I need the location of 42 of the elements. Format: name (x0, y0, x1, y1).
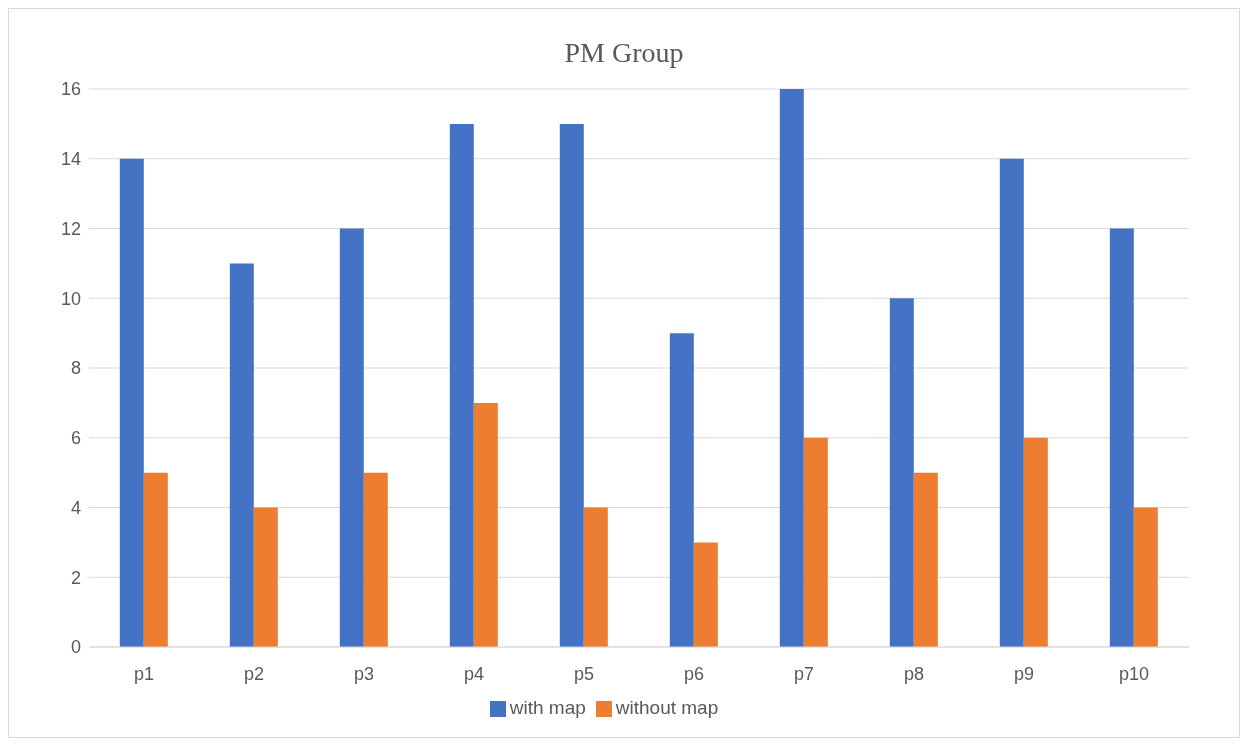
bar (693, 542, 718, 647)
bar (363, 472, 388, 647)
x-tick-label: p4 (463, 663, 485, 684)
y-tick-label: 12 (60, 218, 81, 239)
bar (999, 158, 1024, 647)
y-tick-label: 8 (70, 358, 81, 379)
bar (559, 123, 584, 647)
x-tick-label: p2 (243, 663, 265, 684)
bar (669, 333, 694, 647)
y-tick-label: 6 (70, 428, 81, 449)
bar (229, 263, 254, 647)
bar (449, 123, 474, 647)
legend-label: with map (509, 697, 586, 718)
x-tick-label: p1 (133, 663, 155, 684)
y-tick-label: 0 (70, 637, 81, 658)
bar (1133, 507, 1158, 647)
x-tick-label: p3 (353, 663, 375, 684)
bar (473, 402, 498, 647)
bar (1109, 228, 1134, 647)
x-tick-label: p10 (1118, 663, 1150, 684)
bar (143, 472, 168, 647)
chart-title: PM Group (563, 36, 685, 69)
x-tick-label: p6 (683, 663, 705, 684)
bar (119, 158, 144, 647)
bar (803, 437, 828, 647)
y-tick-label: 16 (60, 79, 81, 100)
y-tick-label: 2 (70, 567, 81, 588)
y-tick-label: 4 (70, 497, 81, 518)
x-tick-label: p8 (903, 663, 925, 684)
bar (583, 507, 608, 647)
x-tick-label: p7 (793, 663, 815, 684)
x-tick-label: p5 (573, 663, 595, 684)
bar (339, 228, 364, 647)
x-tick-label: p9 (1013, 663, 1035, 684)
bar (889, 298, 914, 647)
bar (779, 89, 804, 647)
bar (253, 507, 278, 647)
y-tick-label: 14 (60, 149, 81, 170)
bar (1023, 437, 1048, 647)
y-tick-label: 10 (60, 288, 81, 309)
legend-label: without map (615, 697, 719, 718)
bar (913, 472, 938, 647)
